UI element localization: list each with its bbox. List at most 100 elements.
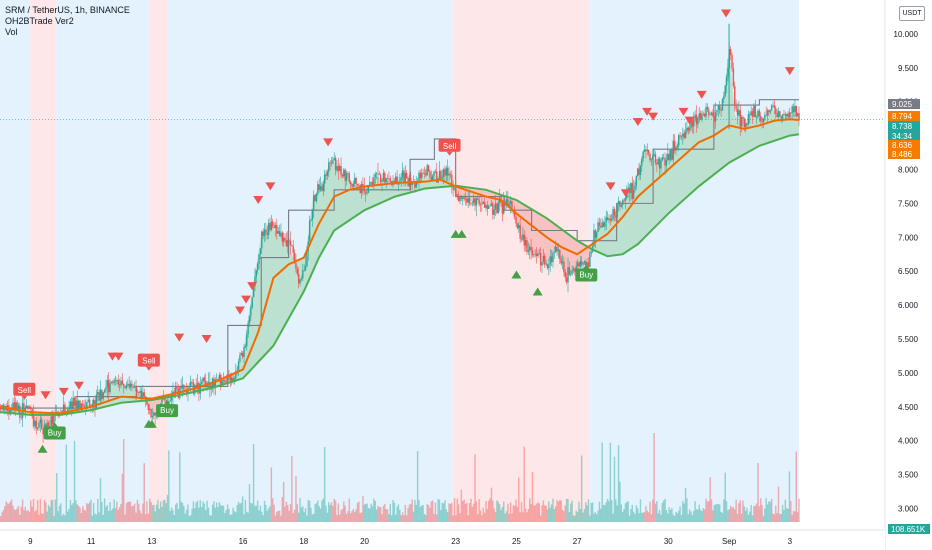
volume-bar — [237, 501, 240, 522]
candle-body — [429, 171, 431, 178]
volume-bar — [492, 500, 494, 522]
volume-bar — [161, 506, 163, 522]
volume-bar — [613, 456, 616, 522]
cloud-segment — [604, 220, 608, 257]
candle-body — [203, 377, 206, 381]
volume-bar — [146, 501, 148, 522]
volume-bar — [80, 513, 83, 522]
volume-bar — [252, 444, 255, 522]
candle-body — [475, 198, 478, 206]
volume-bar — [21, 499, 24, 522]
cloud-segment — [768, 108, 772, 143]
volume-bar — [600, 508, 602, 522]
candle-body — [243, 347, 245, 357]
candle-body — [308, 220, 311, 242]
candle-body — [352, 184, 355, 187]
volume-bar — [303, 512, 305, 522]
volume-bar — [493, 508, 495, 522]
volume-bar — [191, 508, 193, 522]
signal-box — [13, 382, 36, 396]
volume-bar — [605, 502, 607, 522]
candle-body — [488, 206, 490, 209]
candle-body — [13, 402, 16, 410]
volume-bar — [703, 509, 706, 522]
candle-body — [527, 250, 530, 252]
background-bands — [0, 0, 799, 522]
candle-body — [585, 261, 587, 269]
volume-bar — [381, 514, 383, 522]
symbol-line[interactable]: SRM / TetherUS, 1h, BINANCE — [5, 5, 130, 15]
candle-body — [787, 113, 789, 118]
cloud-segment — [765, 111, 769, 144]
candle-body — [42, 428, 44, 435]
volume-bar — [530, 504, 532, 522]
volume-bar — [702, 508, 705, 522]
candle-body — [382, 172, 385, 182]
signal-pointer — [164, 400, 171, 405]
volume-bar — [571, 500, 573, 522]
candle-body — [194, 385, 196, 394]
volume-bar — [229, 515, 232, 522]
candle-body — [456, 194, 458, 197]
volume-bar — [561, 509, 564, 522]
candle-body — [258, 254, 260, 265]
sell-arrow — [113, 352, 124, 361]
volume-bar — [196, 500, 199, 522]
candle-body — [769, 110, 772, 113]
volume-bar — [228, 508, 230, 522]
candle-body — [605, 217, 607, 222]
volume-bar — [764, 508, 766, 522]
volume-bar — [109, 502, 111, 522]
buy-signal: Buy — [156, 400, 179, 418]
candle-body — [709, 114, 711, 116]
volume-bar — [539, 515, 542, 522]
volume-bar — [307, 499, 309, 522]
volume-bar — [390, 515, 393, 522]
candle-body — [285, 239, 288, 247]
candle-body — [492, 203, 494, 215]
volume-bar — [776, 513, 778, 522]
volume-bar — [426, 504, 428, 522]
volume-bar — [6, 503, 9, 522]
indicator-name[interactable]: OH2BTrade Ver2 — [5, 16, 74, 26]
volume-bar — [728, 509, 731, 522]
ema-fast-line — [0, 118, 799, 415]
candle-body — [396, 176, 398, 185]
volume-bar — [136, 499, 139, 522]
volume-bar — [132, 505, 134, 522]
volume-label[interactable]: Vol — [5, 27, 18, 37]
volume-bar — [76, 504, 78, 522]
volume-bar — [794, 511, 796, 522]
candle-body — [710, 112, 713, 115]
volume-bar — [496, 500, 498, 522]
candle-body — [724, 85, 726, 97]
candle-body — [159, 403, 162, 405]
candle-body — [82, 403, 84, 406]
volume-bars — [0, 433, 800, 522]
volume-bar — [716, 504, 718, 522]
candle-body — [438, 171, 441, 179]
candle-body — [16, 402, 18, 409]
volume-bar — [518, 477, 520, 522]
volume-bar — [457, 504, 460, 522]
volume-bar — [341, 508, 344, 522]
candle-body — [419, 172, 422, 179]
volume-bar — [709, 477, 711, 522]
volume-bar — [438, 499, 441, 522]
band-blue — [167, 0, 453, 522]
volume-bar — [527, 509, 530, 522]
time-tick-label: 9 — [28, 537, 33, 546]
candle-body — [362, 183, 364, 187]
candle-body — [687, 127, 689, 131]
volume-bar — [786, 508, 788, 522]
candle-body — [513, 210, 516, 217]
candle-body — [426, 165, 428, 176]
currency-badge[interactable]: USDT — [899, 6, 925, 21]
candle-body — [582, 263, 584, 265]
candle-body — [224, 380, 226, 383]
volume-bar — [576, 511, 579, 522]
volume-bar — [273, 504, 275, 522]
volume-bar — [434, 502, 437, 522]
volume-bar — [740, 513, 743, 522]
